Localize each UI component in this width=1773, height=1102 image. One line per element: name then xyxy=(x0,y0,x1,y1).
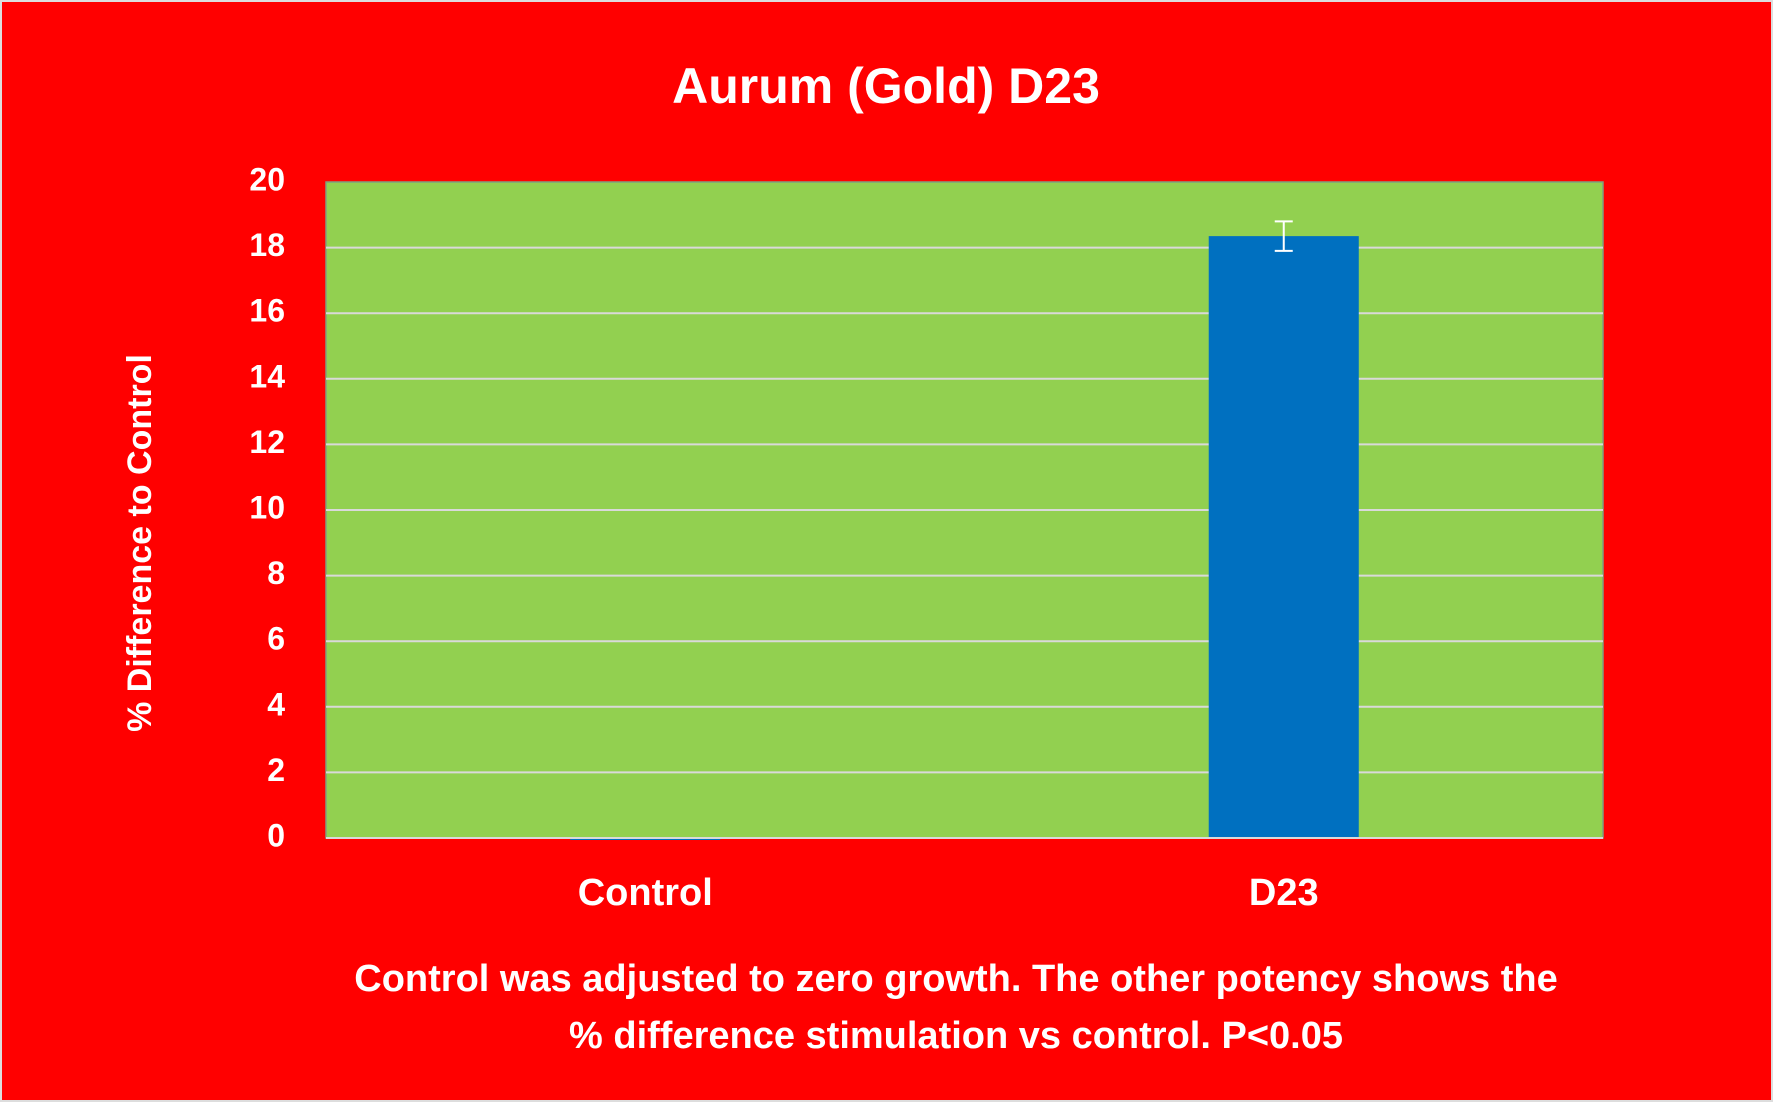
y-tick-label: 8 xyxy=(267,555,285,591)
y-tick-label: 14 xyxy=(249,358,285,394)
y-axis-label: % Difference to Control xyxy=(121,354,159,732)
footnote: Control was adjusted to zero growth. The… xyxy=(354,958,1557,1000)
y-tick-label: 10 xyxy=(249,489,285,525)
footnote: % difference stimulation vs control. P<0… xyxy=(569,1015,1343,1057)
y-tick-label: 0 xyxy=(267,817,285,853)
error-bar xyxy=(1274,220,1293,252)
x-tick-label: Control xyxy=(578,872,713,914)
y-tick-label: 16 xyxy=(249,293,285,329)
y-tick-label: 18 xyxy=(249,227,285,263)
x-tick-label: D23 xyxy=(1249,872,1319,914)
y-tick-label: 20 xyxy=(249,161,285,197)
bar xyxy=(1208,236,1359,838)
y-tick-label: 12 xyxy=(249,424,285,460)
y-tick-label: 6 xyxy=(267,621,285,657)
chart-title: Aurum (Gold) D23 xyxy=(672,58,1100,114)
y-tick-label: 4 xyxy=(267,686,285,722)
y-tick-label: 2 xyxy=(267,752,285,788)
